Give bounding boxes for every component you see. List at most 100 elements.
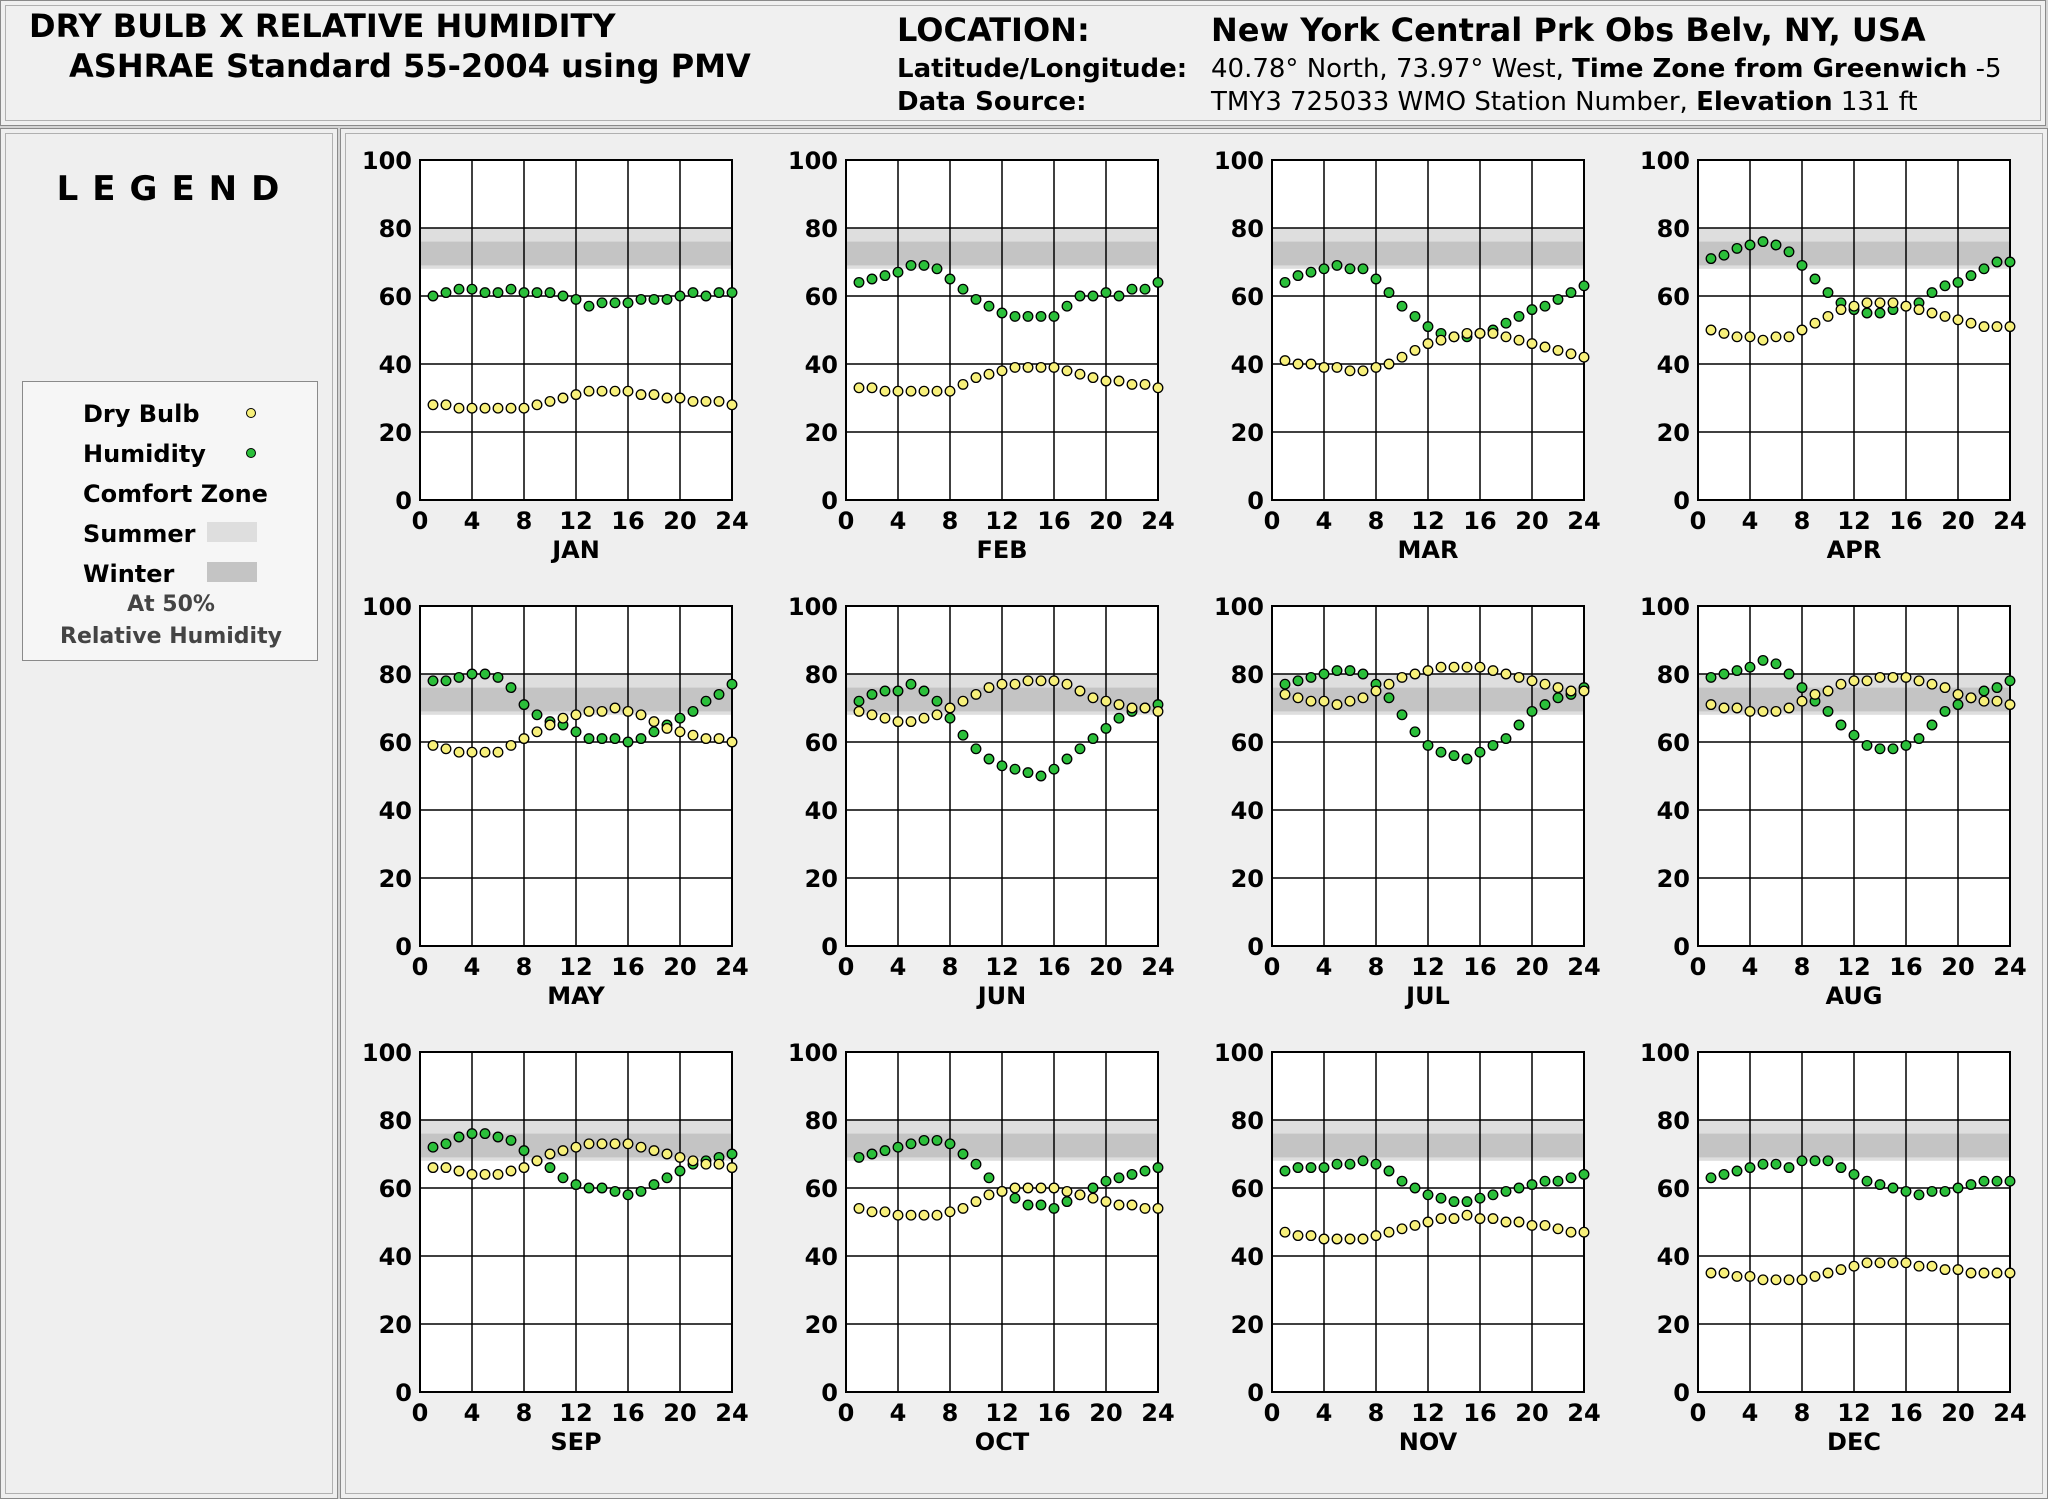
humidity-point xyxy=(1770,658,1782,670)
dry-bulb-point xyxy=(892,1209,904,1221)
humidity-point xyxy=(596,1182,608,1194)
humidity-point xyxy=(609,733,621,745)
dry-bulb-point xyxy=(879,712,891,724)
dry-bulb-point xyxy=(427,399,439,411)
humidity-point xyxy=(726,287,738,299)
dry-bulb-point xyxy=(1848,675,1860,687)
y-tick-label: 60 xyxy=(1657,283,1690,311)
dry-bulb-point xyxy=(1822,310,1834,322)
dry-bulb-point xyxy=(544,1148,556,1160)
dry-bulb-point xyxy=(1370,361,1382,373)
humidity-point xyxy=(479,1128,491,1140)
dry-bulb-point xyxy=(918,1209,930,1221)
humidity-point xyxy=(1370,1158,1382,1170)
dry-bulb-point xyxy=(853,382,865,394)
dry-bulb-point xyxy=(1991,695,2003,707)
humidity-point xyxy=(918,685,930,697)
dry-bulb-point xyxy=(970,688,982,700)
humidity-point xyxy=(1383,1165,1395,1177)
humidity-point xyxy=(466,283,478,295)
humidity-point xyxy=(1370,273,1382,285)
x-tick-label: 4 xyxy=(464,953,481,981)
dry-bulb-point xyxy=(1744,331,1756,343)
dry-bulb-point xyxy=(1731,1270,1743,1282)
humidity-point xyxy=(944,273,956,285)
humidity-point xyxy=(427,290,439,302)
dry-bulb-point xyxy=(635,1141,647,1153)
dry-bulb-point xyxy=(1500,668,1512,680)
dry-bulb-point xyxy=(983,1189,995,1201)
dry-bulb-point xyxy=(892,385,904,397)
dry-bulb-point xyxy=(1913,304,1925,316)
dry-bulb-point xyxy=(1035,675,1047,687)
dry-bulb-point xyxy=(1357,1233,1369,1245)
dry-bulb-point xyxy=(1061,1185,1073,1197)
plot-frame xyxy=(845,1051,1159,1393)
humidity-point xyxy=(648,1179,660,1191)
dry-bulb-point xyxy=(1409,1219,1421,1231)
dry-bulb-point xyxy=(1331,1233,1343,1245)
x-tick-label: 20 xyxy=(1941,507,1974,535)
humidity-point xyxy=(944,1138,956,1150)
dry-bulb-point xyxy=(1500,331,1512,343)
dry-bulb-point xyxy=(1874,1257,1886,1269)
y-tick-label: 60 xyxy=(805,729,838,757)
dry-bulb-point xyxy=(1513,671,1525,683)
elevation-value: 131 ft xyxy=(1832,87,1918,117)
month-label: NOV xyxy=(1399,1428,1458,1456)
x-tick-label: 4 xyxy=(890,953,907,981)
dry-bulb-point xyxy=(440,1162,452,1174)
humidity-point xyxy=(1874,307,1886,319)
x-tick-label: 20 xyxy=(1515,1399,1548,1427)
dry-bulb-point xyxy=(1887,671,1899,683)
dry-bulb-point xyxy=(1705,699,1717,711)
humidity-point xyxy=(1822,705,1834,717)
y-tick-label: 0 xyxy=(1673,933,1690,961)
month-label: JAN xyxy=(550,536,600,564)
y-tick-label: 80 xyxy=(1657,661,1690,689)
chart-oct: 0 4 8 12 16 20 24 0 20 40 60 80 100 OCT xyxy=(788,1039,1175,1456)
dry-bulb-point xyxy=(931,709,943,721)
humidity-point xyxy=(1939,1185,1951,1197)
dry-bulb-point xyxy=(1539,341,1551,353)
y-tick-label: 80 xyxy=(805,215,838,243)
legend-panel: LEGEND Dry Bulb Humidity Comfort Zone Su… xyxy=(0,128,338,1499)
humidity-point xyxy=(440,675,452,687)
dry-bulb-point xyxy=(1487,665,1499,677)
y-tick-label: 60 xyxy=(379,1175,412,1203)
x-tick-label: 0 xyxy=(1264,1399,1281,1427)
dry-bulb-point xyxy=(1526,338,1538,350)
dry-bulb-point xyxy=(905,1209,917,1221)
dry-bulb-point xyxy=(1757,1274,1769,1286)
dry-bulb-point xyxy=(479,1168,491,1180)
plot-frame xyxy=(845,159,1159,501)
dry-bulb-point xyxy=(635,389,647,401)
dry-bulb-point xyxy=(700,395,712,407)
humidity-point xyxy=(583,733,595,745)
chart-jul: 0 4 8 12 16 20 24 0 20 40 60 80 100 JUL xyxy=(1214,593,1601,1010)
humidity-point xyxy=(570,1179,582,1191)
humidity-point xyxy=(1279,1165,1291,1177)
dry-bulb-point xyxy=(1900,300,1912,312)
y-tick-label: 40 xyxy=(805,797,838,825)
humidity-point xyxy=(1926,287,1938,299)
legend-dry-bulb-label: Dry Bulb xyxy=(83,400,200,428)
x-tick-label: 0 xyxy=(1264,953,1281,981)
x-tick-label: 4 xyxy=(1316,953,1333,981)
humidity-point xyxy=(609,297,621,309)
humidity-point xyxy=(1965,1179,1977,1191)
source-label: Data Source: xyxy=(897,87,1087,117)
x-tick-label: 4 xyxy=(1742,953,1759,981)
chart-sep: 0 4 8 12 16 20 24 0 20 40 60 80 100 SEP xyxy=(362,1039,749,1456)
dry-bulb-point xyxy=(583,1138,595,1150)
y-tick-label: 100 xyxy=(1214,593,1264,621)
humidity-point xyxy=(1422,1189,1434,1201)
dry-bulb-point xyxy=(1965,317,1977,329)
humidity-point xyxy=(1848,729,1860,741)
dry-bulb-point xyxy=(1009,361,1021,373)
humidity-point xyxy=(1705,1172,1717,1184)
month-label: SEP xyxy=(550,1428,601,1456)
humidity-point xyxy=(1809,273,1821,285)
humidity-point xyxy=(1991,1175,2003,1187)
humidity-point xyxy=(427,675,439,687)
